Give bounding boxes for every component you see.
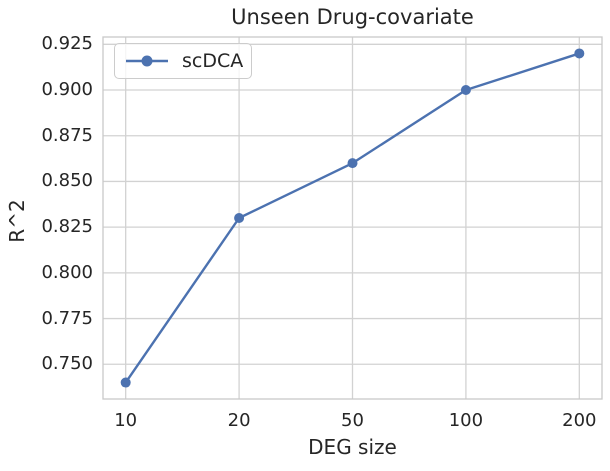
y-tick-label: 0.825	[41, 216, 93, 238]
y-tick-label: 0.875	[41, 124, 93, 146]
plot-border	[102, 36, 603, 400]
x-tick-label: 100	[448, 410, 484, 431]
legend-marker-icon	[141, 55, 153, 67]
y-tick-label: 0.775	[41, 307, 93, 329]
x-tick-label: 20	[227, 410, 251, 431]
data-point	[120, 377, 131, 388]
x-axis-label: DEG size	[308, 435, 397, 459]
y-tick-label: 0.900	[41, 79, 93, 101]
y-tick-label: 0.750	[41, 353, 93, 375]
y-tick-label: 0.850	[41, 170, 93, 192]
y-tick-label: 0.800	[41, 261, 93, 283]
chart-title: Unseen Drug-covariate	[231, 5, 474, 29]
legend: scDCA	[114, 43, 252, 79]
x-tick-label: 200	[562, 410, 597, 431]
data-point	[347, 158, 358, 169]
data-point	[234, 213, 245, 223]
data-point	[460, 85, 471, 96]
data-point	[574, 48, 585, 59]
legend-line-sample	[126, 55, 168, 67]
x-tick-label: 50	[341, 410, 364, 431]
x-tick-label: 10	[114, 410, 138, 431]
legend-label: scDCA	[182, 50, 244, 72]
y-tick-label: 0.925	[41, 33, 93, 55]
